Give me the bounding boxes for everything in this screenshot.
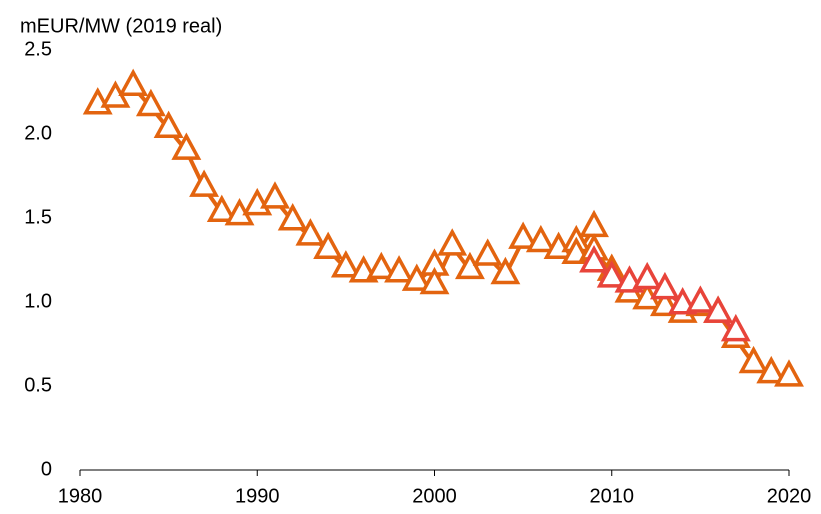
triangle-marker <box>135 88 166 117</box>
triangle-marker <box>437 228 468 256</box>
x-tick-label: 1990 <box>235 485 280 507</box>
triangle-marker <box>330 250 361 278</box>
x-tick-label: 2020 <box>767 485 812 507</box>
triangle-marker <box>153 110 184 139</box>
triangle-marker <box>525 224 556 253</box>
x-tick-label: 1980 <box>58 485 103 507</box>
y-tick-label: 1.0 <box>24 290 52 312</box>
triangle-marker <box>720 313 751 342</box>
triangle-marker <box>472 238 503 266</box>
triangle-marker <box>295 218 326 246</box>
triangle-marker <box>206 194 237 223</box>
y-tick-label: 2.0 <box>24 122 52 144</box>
triangle-marker <box>277 203 308 231</box>
triangle-marker <box>738 345 769 374</box>
y-tick-label: 0 <box>41 458 52 480</box>
y-tick-label: 1.5 <box>24 206 52 228</box>
triangle-marker <box>384 255 414 283</box>
triangle-marker <box>313 231 344 260</box>
triangle-marker <box>756 355 787 384</box>
triangle-marker <box>685 285 716 313</box>
y-axis-label: mEUR/MW (2019 real) <box>20 15 222 37</box>
triangle-marker <box>366 251 397 280</box>
y-tick-label: 0.5 <box>24 374 52 396</box>
x-tick-label: 2010 <box>590 485 635 507</box>
triangle-marker <box>490 256 521 285</box>
x-tick-label: 2000 <box>412 485 457 507</box>
triangle-marker <box>401 263 432 291</box>
triangle-marker <box>118 68 149 97</box>
triangle-marker <box>189 169 220 197</box>
y-tick-label: 2.5 <box>24 38 52 60</box>
triangle-marker <box>579 245 609 273</box>
triangle-marker <box>455 251 485 280</box>
triangle-marker <box>649 271 680 300</box>
triangle-marker <box>774 359 804 387</box>
triangle-marker <box>596 260 627 288</box>
triangle-marker <box>703 295 734 323</box>
triangle-marker <box>419 266 450 295</box>
series-line <box>97 84 790 380</box>
triangle-marker <box>260 181 290 209</box>
triangle-marker <box>508 221 539 249</box>
triangle-marker <box>171 132 202 160</box>
triangle-marker <box>632 261 663 290</box>
triangle-marker <box>579 209 609 238</box>
